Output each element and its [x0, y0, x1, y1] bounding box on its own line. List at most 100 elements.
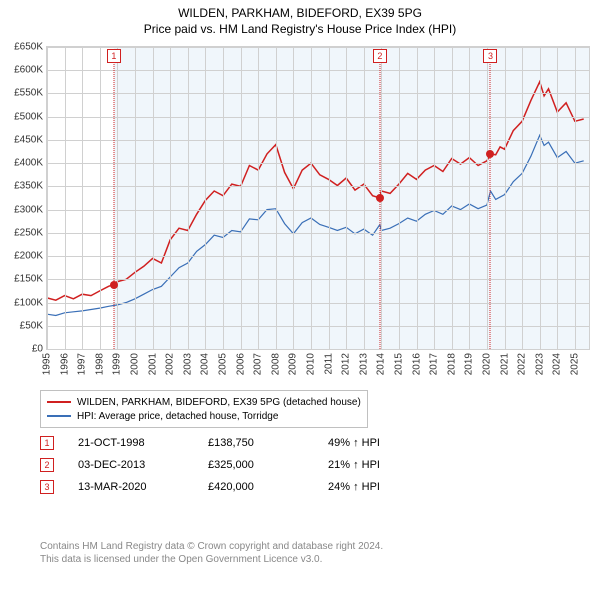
- sale-marker-line: [490, 61, 491, 349]
- y-tick-label: £400K: [14, 158, 43, 169]
- x-tick-label: 2018: [446, 353, 457, 375]
- footer-line-2: This data is licensed under the Open Gov…: [40, 553, 383, 566]
- x-tick-label: 2021: [499, 353, 510, 375]
- x-tick-label: 2002: [165, 353, 176, 375]
- grid-vertical: [505, 47, 506, 349]
- grid-vertical: [469, 47, 470, 349]
- chart-legend: WILDEN, PARKHAM, BIDEFORD, EX39 5PG (det…: [40, 390, 368, 428]
- y-tick-label: £650K: [14, 42, 43, 53]
- sale-marker-badge: 3: [483, 49, 497, 63]
- x-tick-label: 2012: [341, 353, 352, 375]
- grid-vertical: [100, 47, 101, 349]
- sales-row: 203-DEC-2013£325,00021% ↑ HPI: [40, 454, 448, 476]
- grid-vertical: [188, 47, 189, 349]
- grid-vertical: [65, 47, 66, 349]
- grid-vertical: [117, 47, 118, 349]
- grid-vertical: [522, 47, 523, 349]
- grid-vertical: [135, 47, 136, 349]
- grid-horizontal: [47, 326, 589, 327]
- sales-date: 21-OCT-1998: [78, 437, 208, 449]
- x-tick-label: 2022: [517, 353, 528, 375]
- sales-row: 1 21-OCT-1998£138,75049% ↑ HPI: [40, 432, 448, 454]
- x-tick-label: 2004: [200, 353, 211, 375]
- sale-marker-dot: [110, 281, 118, 289]
- x-tick-label: 2000: [129, 353, 140, 375]
- legend-item: WILDEN, PARKHAM, BIDEFORD, EX39 5PG (det…: [47, 395, 361, 409]
- sales-index-badge: 3: [40, 480, 54, 494]
- x-tick-label: 2016: [411, 353, 422, 375]
- sale-marker-dot: [376, 194, 384, 202]
- sale-marker-line: [113, 61, 114, 349]
- grid-horizontal: [47, 163, 589, 164]
- y-tick-label: £300K: [14, 204, 43, 215]
- grid-horizontal: [47, 210, 589, 211]
- chart-title: WILDEN, PARKHAM, BIDEFORD, EX39 5PG: [0, 0, 600, 20]
- grid-vertical: [82, 47, 83, 349]
- grid-horizontal: [47, 140, 589, 141]
- grid-vertical: [575, 47, 576, 349]
- footer-line-1: Contains HM Land Registry data © Crown c…: [40, 540, 383, 553]
- sale-marker-badge: 1: [107, 49, 121, 63]
- y-tick-label: £500K: [14, 111, 43, 122]
- figure-root: WILDEN, PARKHAM, BIDEFORD, EX39 5PG Pric…: [0, 0, 600, 590]
- sales-date: 13-MAR-2020: [78, 481, 208, 493]
- x-tick-label: 1997: [77, 353, 88, 375]
- y-tick-label: £50K: [20, 320, 43, 331]
- grid-vertical: [452, 47, 453, 349]
- grid-vertical: [557, 47, 558, 349]
- grid-vertical: [170, 47, 171, 349]
- grid-vertical: [293, 47, 294, 349]
- x-tick-label: 2019: [464, 353, 475, 375]
- grid-vertical: [258, 47, 259, 349]
- legend-label: WILDEN, PARKHAM, BIDEFORD, EX39 5PG (det…: [77, 397, 361, 408]
- sales-index-badge: 1: [40, 436, 54, 450]
- sales-table: 1 21-OCT-1998£138,75049% ↑ HPI 2 03-DEC-201…: [40, 432, 448, 498]
- x-tick-label: 1995: [42, 353, 53, 375]
- legend-item: HPI: Average price, detached house, Torr…: [47, 409, 361, 423]
- x-tick-label: 2007: [253, 353, 264, 375]
- chart-subtitle: Price paid vs. HM Land Registry's House …: [0, 20, 600, 36]
- grid-vertical: [329, 47, 330, 349]
- grid-horizontal: [47, 233, 589, 234]
- grid-vertical: [346, 47, 347, 349]
- x-tick-label: 2009: [288, 353, 299, 375]
- x-tick-label: 2005: [217, 353, 228, 375]
- sale-marker-dot: [486, 150, 494, 158]
- chart-svg: [47, 47, 589, 349]
- y-tick-label: £450K: [14, 134, 43, 145]
- y-tick-label: £600K: [14, 65, 43, 76]
- grid-horizontal: [47, 70, 589, 71]
- x-tick-label: 2020: [481, 353, 492, 375]
- grid-vertical: [540, 47, 541, 349]
- x-tick-label: 1998: [94, 353, 105, 375]
- grid-vertical: [276, 47, 277, 349]
- grid-horizontal: [47, 47, 589, 48]
- sale-marker-line: [379, 61, 380, 349]
- sales-pct: 24% ↑ HPI: [328, 481, 448, 493]
- y-tick-label: £100K: [14, 297, 43, 308]
- x-tick-label: 2024: [552, 353, 563, 375]
- grid-horizontal: [47, 279, 589, 280]
- grid-vertical: [223, 47, 224, 349]
- x-tick-label: 2010: [305, 353, 316, 375]
- x-tick-label: 2001: [147, 353, 158, 375]
- x-tick-label: 2014: [376, 353, 387, 375]
- grid-horizontal: [47, 186, 589, 187]
- legend-swatch: [47, 401, 71, 403]
- grid-vertical: [434, 47, 435, 349]
- grid-vertical: [205, 47, 206, 349]
- grid-horizontal: [47, 93, 589, 94]
- grid-vertical: [417, 47, 418, 349]
- sales-date: 03-DEC-2013: [78, 459, 208, 471]
- sales-index-badge: 2: [40, 458, 54, 472]
- x-tick-label: 2006: [235, 353, 246, 375]
- sales-row: 313-MAR-2020£420,00024% ↑ HPI: [40, 476, 448, 498]
- grid-vertical: [47, 47, 48, 349]
- sales-price: £138,750: [208, 437, 328, 449]
- y-tick-label: £550K: [14, 88, 43, 99]
- sales-pct: 49% ↑ HPI: [328, 437, 448, 449]
- x-tick-label: 1996: [59, 353, 70, 375]
- grid-vertical: [241, 47, 242, 349]
- sales-pct: 21% ↑ HPI: [328, 459, 448, 471]
- y-tick-label: £350K: [14, 181, 43, 192]
